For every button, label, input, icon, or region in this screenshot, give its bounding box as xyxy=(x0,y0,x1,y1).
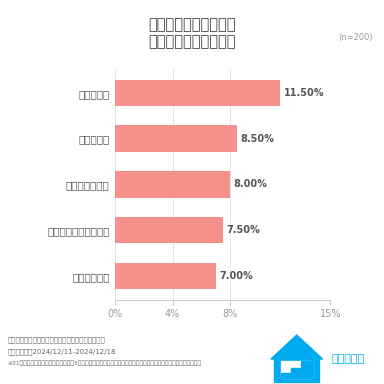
FancyBboxPatch shape xyxy=(291,368,313,373)
Text: 8.00%: 8.00% xyxy=(233,179,267,189)
FancyBboxPatch shape xyxy=(274,356,319,382)
Text: 11.50%: 11.50% xyxy=(284,88,324,98)
Text: ・調査期間：2024/12/11-2024/12/18: ・調査期間：2024/12/11-2024/12/18 xyxy=(8,348,116,355)
Polygon shape xyxy=(271,335,323,359)
Text: 7.50%: 7.50% xyxy=(226,225,260,235)
Text: 7.00%: 7.00% xyxy=(219,271,253,281)
Bar xyxy=(115,125,237,152)
Text: ポジティブなイメージ: ポジティブなイメージ xyxy=(148,35,236,50)
Text: 住まキャリ: 住まキャリ xyxy=(331,354,364,364)
Bar xyxy=(115,217,223,243)
Text: ・調査元：株式会社ユナイテッドマインドジャパン: ・調査元：株式会社ユナイテッドマインドジャパン xyxy=(8,336,106,343)
Text: ※31項目中ポジティブなイメージ上位5項目を抜粋。全調査結果をご覧になりたい場合にはお問い合わせください。: ※31項目中ポジティブなイメージ上位5項目を抜粋。全調査結果をご覧になりたい場合… xyxy=(8,360,202,366)
Text: 住宅業界イメージ調査: 住宅業界イメージ調査 xyxy=(148,17,236,32)
FancyBboxPatch shape xyxy=(281,361,313,378)
Text: (n=200): (n=200) xyxy=(338,33,372,41)
Bar xyxy=(115,263,215,289)
Text: 8.50%: 8.50% xyxy=(241,134,275,144)
Bar xyxy=(115,171,230,198)
Bar xyxy=(115,79,280,106)
FancyBboxPatch shape xyxy=(301,361,313,368)
FancyBboxPatch shape xyxy=(281,373,313,378)
